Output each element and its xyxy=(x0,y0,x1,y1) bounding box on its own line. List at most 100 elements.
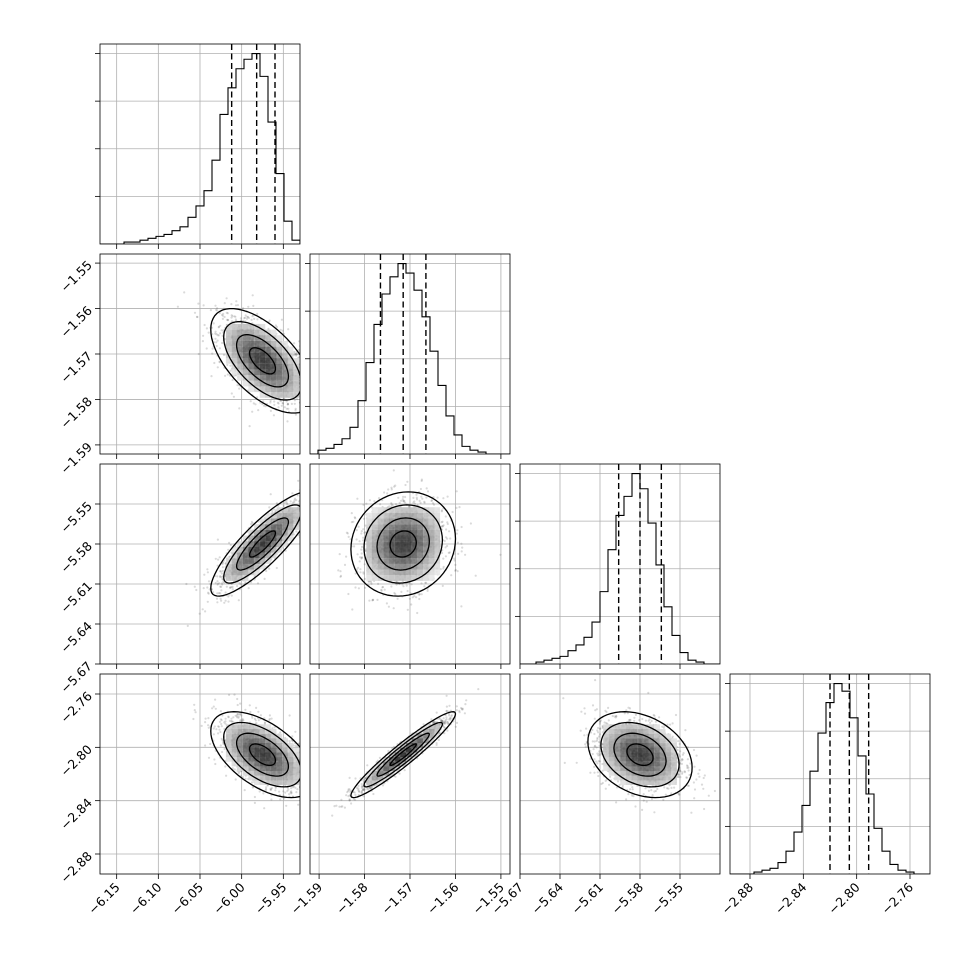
sample-point xyxy=(355,568,358,571)
sample-point xyxy=(224,574,227,578)
sample-point xyxy=(304,390,306,392)
density-bin xyxy=(248,535,254,542)
sample-point xyxy=(419,487,422,491)
density-bin xyxy=(371,512,378,519)
density-bin xyxy=(428,541,435,547)
density-bin xyxy=(400,563,406,570)
sample-point xyxy=(352,520,355,523)
density-bin xyxy=(270,524,277,530)
sample-point xyxy=(254,403,257,406)
density-bin xyxy=(406,512,412,519)
sample-point xyxy=(301,508,303,510)
density-bin xyxy=(259,335,266,341)
sample-point xyxy=(262,404,266,407)
sample-point xyxy=(368,499,371,502)
sample-point xyxy=(214,304,217,307)
sample-point xyxy=(213,361,216,365)
density-bin xyxy=(428,524,435,530)
sample-point xyxy=(446,544,449,548)
density-bin xyxy=(225,329,232,336)
sample-point xyxy=(316,758,318,760)
sample-point xyxy=(442,557,445,560)
sample-point xyxy=(304,804,306,806)
density-bin xyxy=(434,546,441,553)
sample-point xyxy=(210,375,213,378)
density-bin xyxy=(411,552,418,559)
density-bin xyxy=(423,512,429,519)
sample-point xyxy=(256,312,259,315)
sample-point xyxy=(383,491,386,494)
sample-point xyxy=(224,374,227,377)
sample-point xyxy=(303,507,305,509)
density-bin xyxy=(248,541,254,547)
density-bin xyxy=(254,524,260,530)
sample-point xyxy=(250,781,254,784)
density-bin xyxy=(366,512,372,519)
sample-point xyxy=(404,495,407,499)
sample-point xyxy=(203,323,206,327)
sample-point xyxy=(273,726,276,729)
density-bin xyxy=(287,512,294,519)
panel-frame xyxy=(99,43,301,245)
sample-point xyxy=(454,569,457,572)
density-bin xyxy=(377,569,384,576)
sample-point xyxy=(362,539,365,542)
sample-point xyxy=(304,769,306,771)
sample-point xyxy=(356,553,359,556)
sample-point xyxy=(234,318,237,321)
density-bin xyxy=(237,340,243,347)
sample-point xyxy=(394,593,397,596)
density-bin xyxy=(265,541,271,547)
sample-point xyxy=(293,353,296,357)
density-bin xyxy=(394,535,401,542)
sample-point xyxy=(304,502,306,504)
sample-point xyxy=(219,744,222,747)
sample-point xyxy=(193,311,197,314)
sample-point xyxy=(430,499,434,502)
sample-point xyxy=(204,610,207,613)
density-bin xyxy=(270,546,277,553)
y-tick-label: −5.64 xyxy=(57,618,95,656)
density-bin xyxy=(293,512,299,519)
density-bin xyxy=(428,546,435,553)
density-bin xyxy=(428,529,435,536)
density-bin xyxy=(423,575,429,581)
sample-point xyxy=(227,548,230,551)
sample-point xyxy=(315,391,317,393)
sample-point xyxy=(285,400,288,403)
density-bin xyxy=(270,329,277,336)
sample-point xyxy=(314,398,316,400)
density-bin xyxy=(259,358,266,364)
density-bin xyxy=(254,340,260,347)
sample-point xyxy=(307,763,309,765)
density-bin xyxy=(259,375,266,381)
sample-point xyxy=(294,407,297,410)
sample-point xyxy=(418,597,421,601)
sample-point xyxy=(450,574,453,577)
sample-point xyxy=(460,525,463,529)
sample-point xyxy=(394,503,398,506)
density-bin xyxy=(231,563,238,570)
density-bin xyxy=(394,552,401,559)
density-bin xyxy=(383,512,389,519)
sample-point xyxy=(293,497,297,500)
density-bin xyxy=(254,335,260,341)
density-bin xyxy=(287,369,294,375)
sample-point xyxy=(431,502,435,505)
density-bin xyxy=(276,369,283,375)
sample-point xyxy=(218,720,221,724)
density-bin xyxy=(276,335,283,341)
density-bin xyxy=(394,546,401,553)
sample-point xyxy=(296,494,299,497)
sample-point xyxy=(359,556,362,559)
density-bin xyxy=(231,575,238,581)
sample-point xyxy=(441,584,444,588)
sample-point xyxy=(301,405,303,407)
sample-point xyxy=(215,597,219,600)
sample-point xyxy=(307,388,309,390)
density-bin xyxy=(237,546,243,553)
sample-point xyxy=(207,591,210,594)
sample-point xyxy=(235,300,238,303)
sample-point xyxy=(212,591,215,594)
density-bin xyxy=(254,346,260,353)
